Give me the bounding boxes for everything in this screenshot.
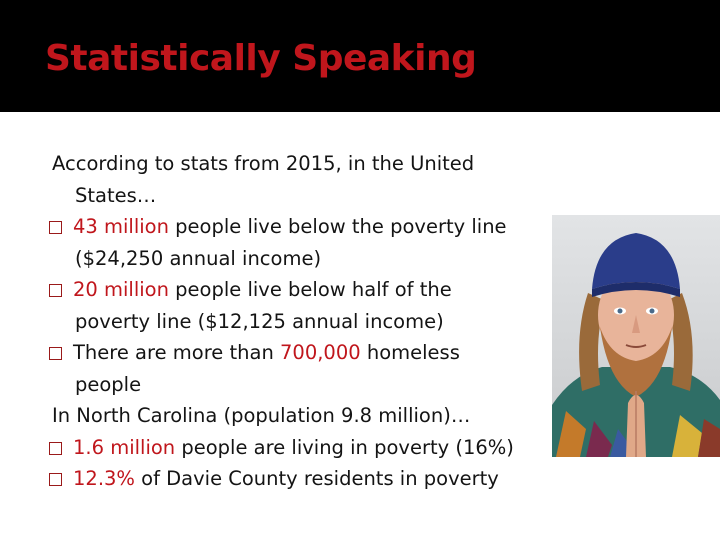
portrait-illustration-icon	[552, 215, 720, 457]
bullet-icon	[49, 284, 62, 297]
portrait-photo	[552, 215, 720, 457]
bullet-item-2-continuation: poverty line ($12,125 annual income)	[75, 309, 444, 333]
nc-intro-line: In North Carolina (population 9.8 millio…	[52, 404, 471, 427]
bullet-item-5: 12.3% of Davie County residents in pover…	[49, 463, 552, 495]
bullet-text: people live below the poverty line	[168, 215, 507, 238]
highlight-value: 700,000	[280, 341, 361, 364]
bullet-text: people live below half of the	[168, 278, 452, 301]
bullet-icon	[49, 347, 62, 360]
bullet-text: homeless	[360, 341, 460, 364]
highlight-value: 1.6 million	[73, 435, 176, 459]
bullet-item-3-continuation: people	[75, 372, 142, 396]
intro-line-1: According to stats from 2015, in the Uni…	[52, 152, 475, 175]
slide-title: Statistically Speaking	[45, 38, 477, 79]
bullet-item-1-continuation: ($24,250 annual income)	[75, 246, 322, 270]
slide-body: According to stats from 2015, in the Uni…	[49, 148, 552, 495]
bullet-item-2: 20 million people live below half of the	[49, 274, 552, 306]
highlight-value: 43 million	[73, 215, 169, 238]
bullet-item-4: 1.6 million people are living in poverty…	[49, 432, 552, 464]
bullet-text: people are living in poverty (16%)	[175, 435, 514, 459]
bullet-icon	[49, 441, 62, 455]
bullet-icon	[49, 473, 62, 486]
bullet-text: There are more than	[73, 341, 281, 364]
highlight-value: 20 million	[73, 278, 169, 301]
bullet-text: of Davie County residents in poverty	[134, 467, 499, 490]
bullet-item-3: There are more than 700,000 homeless	[49, 337, 552, 369]
highlight-value: 12.3%	[73, 467, 135, 490]
bullet-icon	[49, 221, 62, 234]
intro-line-2: States…	[75, 183, 157, 207]
title-bar: Statistically Speaking	[0, 0, 720, 112]
bullet-item-1: 43 million people live below the poverty…	[49, 211, 552, 243]
